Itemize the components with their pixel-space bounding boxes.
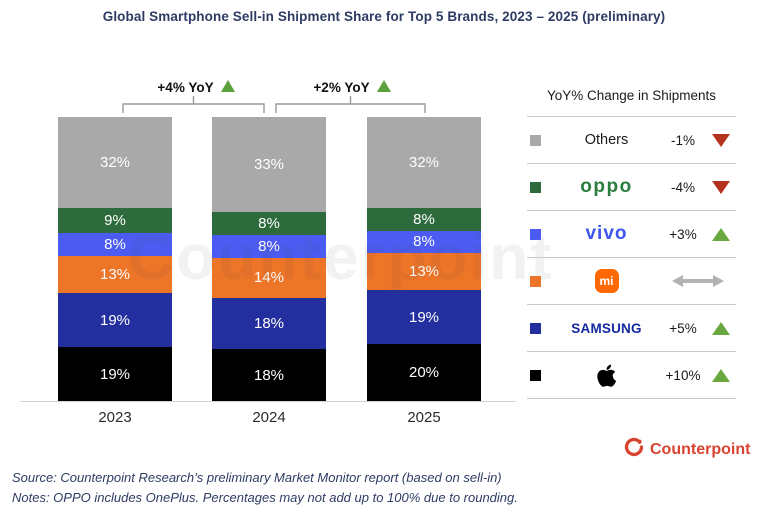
legend-row-others: Others -1% <box>527 116 736 163</box>
segment-value-label: 18% <box>253 366 285 384</box>
segment-value-label: 13% <box>99 266 131 284</box>
trend-up-icon <box>712 227 730 241</box>
segment-2025-vivo: 8% <box>367 230 481 254</box>
segment-2023-xiaomi: 13% <box>58 256 172 294</box>
legend-rows: Others -1% oppo -4% vivo +3% mi SAMSUNG +5% +10% <box>527 116 736 399</box>
xiaomi-mi-badge-icon: mi <box>594 269 619 293</box>
footer-notes: Source: Counterpoint Research’s prelimin… <box>12 468 518 508</box>
trend-up-icon <box>712 368 730 382</box>
legend-color-swatch-apple <box>530 369 541 381</box>
chart-title: Global Smartphone Sell-in Shipment Share… <box>102 9 666 24</box>
segment-value-label: 8% <box>258 237 280 255</box>
legend-color-swatch-others <box>530 134 541 146</box>
segment-2024-xiaomi: 14% <box>212 257 326 298</box>
segment-2025-others: 32% <box>367 117 481 208</box>
segment-value-label: 19% <box>99 365 131 383</box>
segment-value-label: 13% <box>408 263 440 281</box>
yoy-change-value-apple: +10% <box>665 367 701 383</box>
segment-value-label: 8% <box>104 236 126 254</box>
segment-2025-xiaomi: 13% <box>367 253 481 291</box>
stacked-bar-2025: 32% 8% 8% 13% 19% 20% <box>367 117 481 401</box>
legend-row-apple: +10% <box>527 351 736 399</box>
segment-2025-oppo: 8% <box>367 207 481 231</box>
legend-color-swatch-vivo <box>530 228 541 240</box>
segment-2023-vivo: 8% <box>58 233 172 257</box>
trend-up-icon <box>220 80 235 92</box>
yoy-change-value-others: -1% <box>670 132 695 148</box>
counterpoint-logo-text: Counterpoint <box>650 440 751 458</box>
samsung-logo: SAMSUNG <box>571 320 642 336</box>
x-axis-line <box>20 401 516 402</box>
segment-2023-samsung: 19% <box>58 293 172 348</box>
segment-value-label: 8% <box>258 214 280 232</box>
yoy-annotation-label: +4% YoY <box>157 80 214 95</box>
xiaomi-logo: mi <box>594 269 619 293</box>
legend-row-xiaomi: mi <box>527 257 736 304</box>
segment-value-label: 8% <box>413 210 435 228</box>
oppo-logo: oppo <box>580 176 633 197</box>
yoy-change-value-vivo: +3% <box>669 226 697 242</box>
segment-2025-apple: 20% <box>367 344 481 401</box>
counterpoint-ring-icon <box>624 437 644 462</box>
segment-value-label: 9% <box>104 212 126 230</box>
trend-down-icon <box>712 180 730 194</box>
legend-color-swatch-xiaomi <box>530 275 541 287</box>
segment-2024-vivo: 8% <box>212 234 326 258</box>
segment-2023-oppo: 9% <box>58 207 172 234</box>
yoy-annotation-2023-2024: +4% YoY <box>116 80 276 95</box>
trend-up-icon <box>376 80 391 92</box>
segment-value-label: 19% <box>408 308 440 326</box>
segment-value-label: 32% <box>99 153 131 171</box>
rounding-note: Notes: OPPO includes OnePlus. Percentage… <box>12 490 518 505</box>
others-label: Others <box>584 132 629 148</box>
segment-2023-apple: 19% <box>58 347 172 401</box>
yoy-annotation-2024-2025: +2% YoY <box>272 80 432 95</box>
segment-2024-others: 33% <box>212 117 326 212</box>
yoy-annotation-label: +2% YoY <box>313 80 370 95</box>
legend-row-vivo: vivo +3% <box>527 210 736 257</box>
segment-value-label: 20% <box>408 364 440 382</box>
x-axis-label-2024: 2024 <box>252 409 286 426</box>
yoy-change-value-oppo: -4% <box>670 179 695 195</box>
x-axis-label-2023: 2023 <box>98 409 132 426</box>
segment-value-label: 33% <box>253 155 285 173</box>
segment-2024-oppo: 8% <box>212 211 326 235</box>
legend-panel: YoY% Change in Shipments Others -1% oppo -4… <box>527 88 736 399</box>
segment-2024-apple: 18% <box>212 349 326 402</box>
yoy-bracket-lines <box>122 96 426 113</box>
x-axis-label-2025: 2025 <box>407 409 441 426</box>
segment-2025-samsung: 19% <box>367 290 481 345</box>
yoy-change-value-samsung: +5% <box>669 320 697 336</box>
segment-2024-samsung: 18% <box>212 297 326 350</box>
apple-logo-icon <box>596 363 617 388</box>
counterpoint-logo: Counterpoint <box>624 437 750 462</box>
trend-up-icon <box>712 321 730 335</box>
source-note: Source: Counterpoint Research’s prelimin… <box>12 470 502 485</box>
trend-down-icon <box>712 133 730 147</box>
segment-2023-others: 32% <box>58 117 172 208</box>
segment-value-label: 18% <box>253 315 285 333</box>
stacked-bar-2023: 32% 9% 8% 13% 19% 19% <box>58 117 172 401</box>
stacked-bar-2024: 33% 8% 8% 14% 18% 18% <box>212 117 326 402</box>
vivo-logo: vivo <box>585 223 628 244</box>
segment-value-label: 14% <box>253 269 285 287</box>
legend-color-swatch-oppo <box>530 181 541 193</box>
segment-value-label: 19% <box>99 311 131 329</box>
trend-flat-arrow-icon <box>672 274 724 288</box>
segment-value-label: 32% <box>408 153 440 171</box>
legend-header: YoY% Change in Shipments <box>546 88 717 103</box>
legend-color-swatch-samsung <box>530 322 541 334</box>
legend-row-oppo: oppo -4% <box>527 163 736 210</box>
legend-row-samsung: SAMSUNG +5% <box>527 304 736 351</box>
segment-value-label: 8% <box>413 233 435 251</box>
